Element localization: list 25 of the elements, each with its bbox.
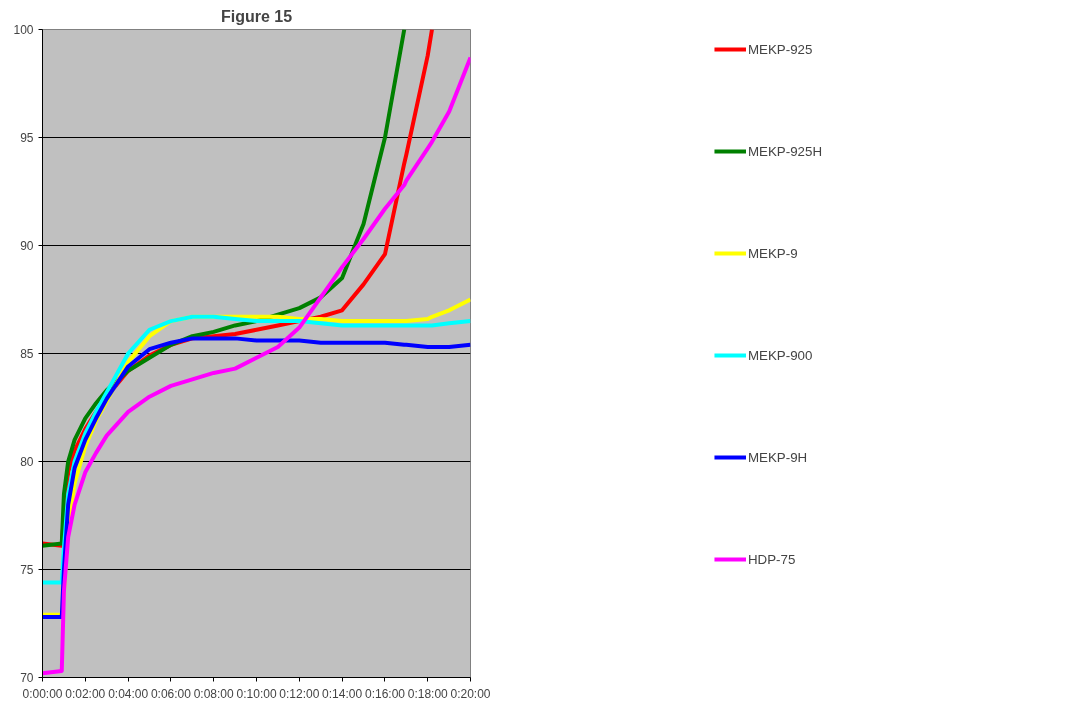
y-tick-label: 95: [20, 131, 34, 145]
x-tick-label: 0:00:00: [22, 686, 63, 701]
legend-label: MEKP-925: [747, 41, 813, 57]
x-tick-label: 0:14:00: [322, 686, 363, 701]
x-tick-label: 0:02:00: [65, 686, 106, 701]
x-tick-label: 0:10:00: [236, 686, 277, 701]
x-tick-label: 0:08:00: [193, 686, 235, 701]
x-tick-label: 0:18:00: [407, 686, 449, 701]
y-tick-label: 70: [20, 671, 34, 685]
legend-label: MEKP-925H: [747, 143, 823, 159]
x-tick-label: 0:12:00: [279, 686, 320, 701]
y-tick-label: 90: [20, 239, 34, 253]
chart-title: Figure 15: [220, 7, 293, 25]
y-tick-label: 80: [20, 455, 34, 469]
legend-label: MEKP-9H: [747, 449, 808, 465]
x-tick-label: 0:20:00: [450, 686, 491, 701]
y-tick-label: 100: [13, 23, 34, 37]
x-tick-label: 0:06:00: [150, 686, 192, 701]
y-tick-label: 75: [20, 563, 34, 577]
legend-label: HDP-75: [747, 551, 796, 567]
x-tick-label: 0:04:00: [108, 686, 149, 701]
legend-label: MEKP-900: [747, 347, 813, 363]
legend-label: MEKP-9: [747, 245, 798, 261]
y-tick-label: 85: [20, 347, 34, 361]
x-tick-label: 0:16:00: [364, 686, 406, 701]
